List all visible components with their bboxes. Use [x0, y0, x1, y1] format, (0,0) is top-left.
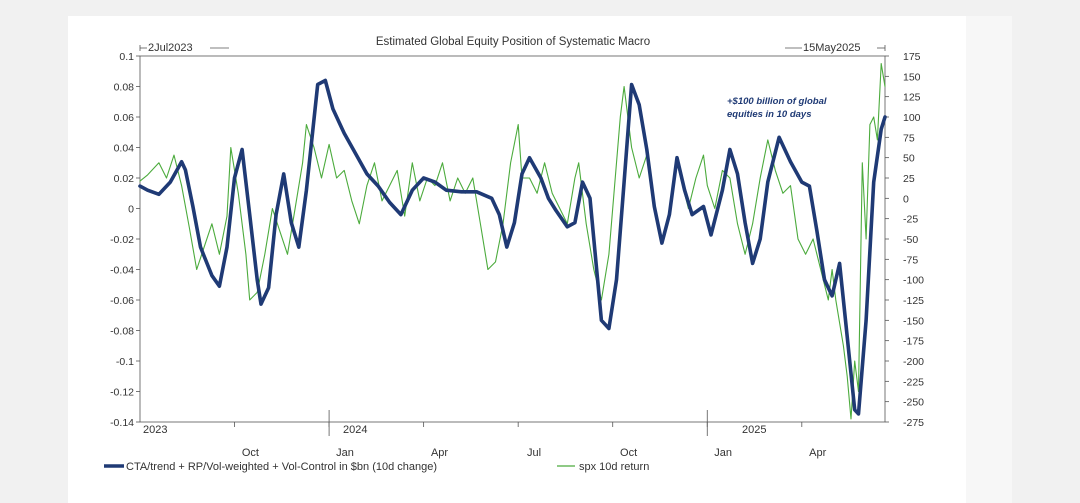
left-tick-label: -0.08 [110, 326, 134, 338]
annotation: +$100 billion of global equities in 10 d… [727, 96, 829, 120]
left-tick-label: -0.12 [110, 387, 134, 399]
year-label-2024: 2024 [343, 424, 367, 436]
range-start-label: 2Jul2023 [148, 42, 193, 54]
right-tick-label: -250 [903, 397, 924, 409]
x-tick-label: Oct [242, 447, 259, 459]
axes: 0.1 0.08 0.06 0.04 0.02 0 -0.02 -0.04 -0.06 -0.08… [110, 51, 924, 459]
right-tick-label: 75 [903, 132, 915, 144]
left-tick-label: 0 [128, 204, 134, 216]
right-tick-label: 175 [903, 51, 921, 63]
left-tick-label: 0.06 [114, 112, 135, 124]
legend-label-spx: spx 10d return [579, 461, 649, 473]
left-tick-label: 0.04 [114, 143, 135, 155]
left-tick-label: -0.06 [110, 295, 134, 307]
right-tick-label: 125 [903, 92, 921, 104]
right-tick-label: -25 [903, 214, 918, 226]
right-tick-label: 0 [903, 193, 909, 205]
x-tick-label: Apr [809, 447, 826, 459]
right-tick-label: 100 [903, 112, 921, 124]
x-tick-label: Oct [620, 447, 637, 459]
side-panel [966, 16, 1012, 503]
right-tick-label: -175 [903, 336, 924, 348]
right-tick-label: -200 [903, 356, 924, 368]
x-tick-label: Jan [336, 447, 354, 459]
legend-label-cta: CTA/trend + RP/Vol-weighted + Vol-Contro… [126, 461, 437, 473]
series-lines [138, 63, 887, 420]
left-tick-label: 0.02 [114, 173, 135, 185]
year-label-2025: 2025 [742, 424, 766, 436]
right-tick-label: 50 [903, 153, 915, 165]
right-tick-label: 25 [903, 173, 915, 185]
chart-title: Estimated Global Equity Position of Syst… [376, 36, 650, 48]
legend: CTA/trend + RP/Vol-weighted + Vol-Contro… [104, 461, 649, 473]
left-tick-label: -0.1 [116, 356, 134, 368]
right-tick-label: -150 [903, 315, 924, 327]
left-tick-label: -0.14 [110, 417, 134, 429]
right-tick-label: -275 [903, 417, 924, 429]
x-tick-label: Jul [527, 447, 541, 459]
year-label-2023: 2023 [143, 424, 167, 436]
x-tick-label: Jan [714, 447, 732, 459]
right-tick-label: -125 [903, 295, 924, 307]
left-tick-label: 0.08 [114, 82, 135, 94]
right-tick-label: -100 [903, 275, 924, 287]
range-start-marker: 2Jul2023 [139, 42, 229, 54]
left-tick-label: -0.02 [110, 234, 134, 246]
left-tick-label: 0.1 [119, 51, 134, 63]
right-tick-label: -50 [903, 234, 918, 246]
x-tick-label: Apr [431, 447, 448, 459]
right-tick-label: -225 [903, 376, 924, 388]
range-end-label: 15May2025 [803, 42, 861, 54]
right-tick-label: 150 [903, 71, 921, 83]
left-tick-label: -0.04 [110, 265, 134, 277]
right-tick-label: -75 [903, 254, 918, 266]
range-end-marker: 15May2025 [785, 42, 886, 54]
series-line-cta [138, 78, 887, 416]
